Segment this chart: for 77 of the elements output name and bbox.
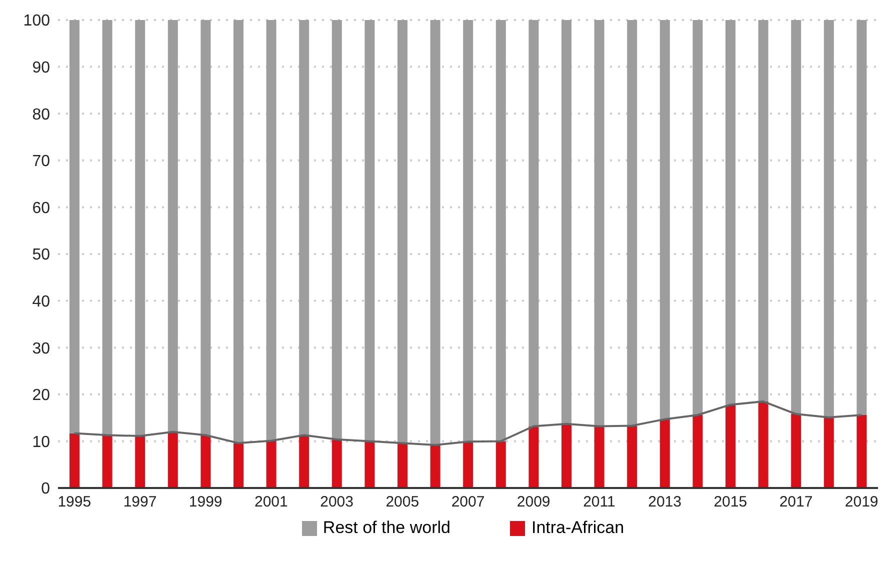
bar [69,20,80,434]
bar [102,435,112,488]
x-tick-label: 2005 [386,494,420,511]
bar [135,20,146,436]
bar [332,20,342,440]
y-tick-label: 50 [32,246,50,264]
y-tick-label: 80 [32,106,50,124]
y-tick-label: 60 [32,200,50,217]
bar [561,424,572,488]
bar [594,20,604,426]
bar [102,20,112,436]
bar [168,20,178,432]
bar [233,443,244,488]
bar [725,20,736,405]
line-series [73,400,863,446]
bar [463,20,474,442]
y-tick-label: 40 [32,293,50,310]
bar [266,440,276,488]
bar [135,436,146,488]
bar [200,435,211,488]
bar [364,441,375,488]
y-tick-label: 30 [32,340,50,358]
y-tick-label: 10 [32,434,50,451]
x-tick-label: 2009 [516,494,550,511]
y-tick-label: 70 [32,153,50,170]
bar [660,20,670,420]
bar [660,419,670,488]
x-tick-label: 2001 [254,494,288,511]
bar [397,20,408,444]
bar [463,442,474,488]
bar [397,443,408,488]
bar [856,414,867,488]
bar [200,20,211,436]
bar [528,20,539,426]
x-tick-label: 1999 [188,494,222,511]
bar [299,20,310,436]
bar [627,20,638,426]
x-tick-label: 2013 [648,494,682,511]
y-tick-label: 100 [23,12,50,30]
bar [791,414,802,488]
x-tick-label: 1995 [58,494,92,511]
bar [430,444,440,488]
bar [692,414,703,488]
y-tick-label: 20 [32,387,50,404]
bar [364,20,375,442]
x-tick-label: 2019 [844,494,878,511]
bar [266,20,276,441]
y-tick-label: 0 [41,480,50,498]
x-tick-label: 2015 [714,494,748,511]
bar [528,426,539,488]
bar [692,20,703,415]
x-tick-label: 2003 [320,494,354,511]
bar [430,20,440,445]
bar [824,417,834,488]
bar [824,20,834,418]
y-tick-label: 90 [32,59,50,76]
bar [791,20,802,414]
x-tick-label: 2011 [583,494,616,511]
bar [69,433,80,488]
bar [725,404,736,488]
bar [856,20,867,415]
bar [561,20,572,424]
bar [758,401,768,488]
bar [496,20,506,442]
bar [496,441,506,488]
bar [594,426,604,488]
bar [758,20,768,402]
bar [332,439,342,488]
legend-label: Rest of the world [322,518,450,538]
legend-label: Intra-African [531,518,624,538]
bar [299,435,310,488]
x-tick-label: 2007 [451,494,485,511]
bar [233,20,244,444]
bar [627,426,638,488]
bar [168,432,178,488]
x-tick-label: 1997 [123,494,157,511]
x-tick-label: 2017 [779,494,813,511]
